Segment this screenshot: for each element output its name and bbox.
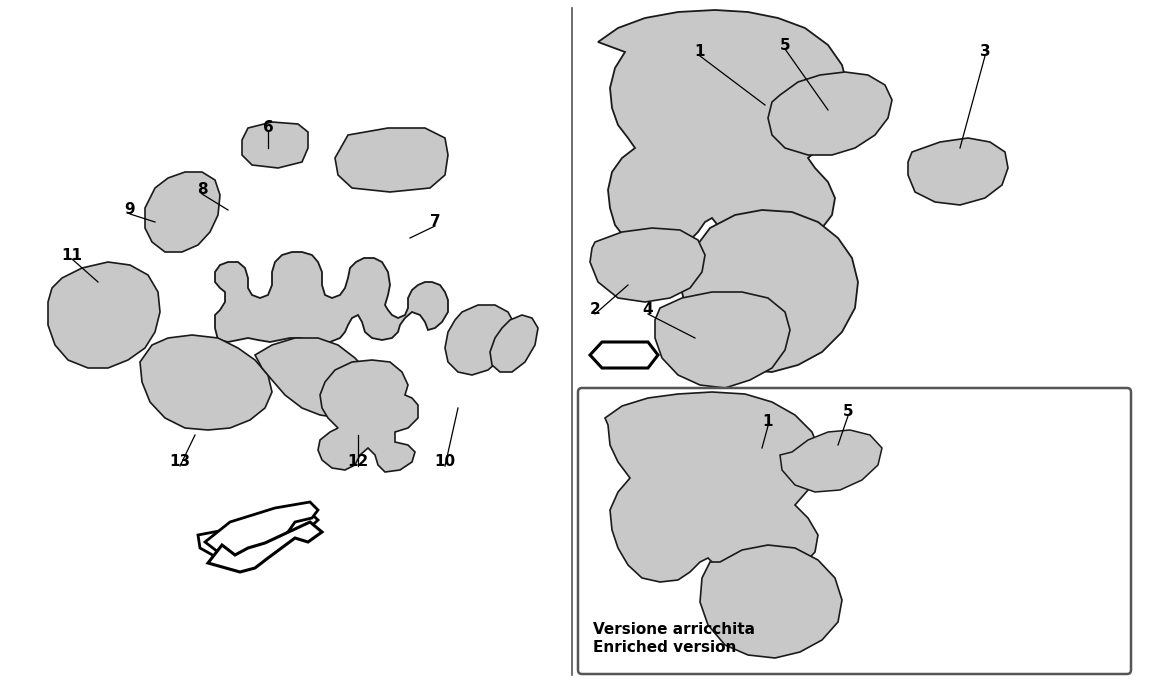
FancyBboxPatch shape xyxy=(578,388,1130,674)
Polygon shape xyxy=(590,228,705,302)
Polygon shape xyxy=(605,392,820,582)
Text: 10: 10 xyxy=(435,454,455,469)
Polygon shape xyxy=(198,508,319,568)
Polygon shape xyxy=(700,545,842,658)
Polygon shape xyxy=(908,138,1009,205)
Text: 13: 13 xyxy=(169,454,191,469)
Text: 4: 4 xyxy=(643,303,653,318)
Text: Enriched version: Enriched version xyxy=(593,641,736,656)
Polygon shape xyxy=(490,315,538,372)
Polygon shape xyxy=(335,128,448,192)
Polygon shape xyxy=(656,292,790,388)
Polygon shape xyxy=(215,252,448,342)
Text: 5: 5 xyxy=(780,38,790,53)
Polygon shape xyxy=(319,360,417,472)
Text: 7: 7 xyxy=(430,214,440,229)
Text: 5: 5 xyxy=(843,404,853,419)
Polygon shape xyxy=(145,172,220,252)
Polygon shape xyxy=(255,338,375,418)
Text: 3: 3 xyxy=(980,44,990,59)
Text: Versione arricchita: Versione arricchita xyxy=(593,622,756,637)
Polygon shape xyxy=(48,262,160,368)
Text: 11: 11 xyxy=(61,247,83,262)
Polygon shape xyxy=(598,10,848,252)
Text: 12: 12 xyxy=(347,454,369,469)
Text: 1: 1 xyxy=(695,44,705,59)
Polygon shape xyxy=(780,430,882,492)
Polygon shape xyxy=(682,210,858,372)
Polygon shape xyxy=(768,72,892,155)
Text: 1: 1 xyxy=(762,415,773,430)
Polygon shape xyxy=(445,305,515,375)
Polygon shape xyxy=(205,502,319,560)
Text: 6: 6 xyxy=(262,120,274,135)
Polygon shape xyxy=(242,122,308,168)
Text: 2: 2 xyxy=(590,303,600,318)
Polygon shape xyxy=(140,335,273,430)
Text: 9: 9 xyxy=(124,202,136,217)
Polygon shape xyxy=(590,342,658,368)
Polygon shape xyxy=(208,522,322,572)
Text: 8: 8 xyxy=(197,182,207,197)
